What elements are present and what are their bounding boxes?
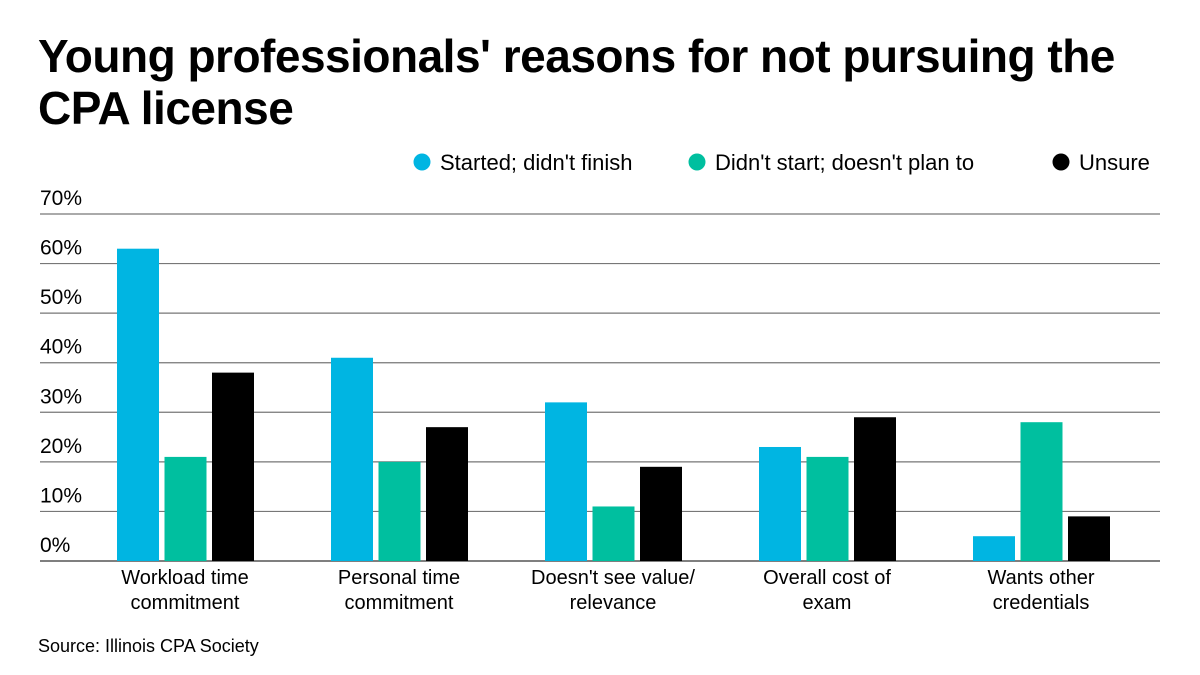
x-tick-label: exam bbox=[803, 592, 852, 614]
x-tick-label: Wants other bbox=[987, 567, 1094, 589]
y-tick-label: 10% bbox=[40, 484, 82, 507]
y-tick-label: 0% bbox=[40, 534, 70, 557]
y-tick-label: 30% bbox=[40, 385, 82, 408]
y-tick-label: 40% bbox=[40, 336, 82, 359]
chart-title: Young professionals' reasons for not pur… bbox=[38, 30, 1115, 134]
x-tick-label: commitment bbox=[345, 592, 454, 614]
bar-2-0 bbox=[212, 372, 254, 561]
x-tick-label: Personal time bbox=[338, 567, 460, 589]
bar-2-2 bbox=[640, 466, 682, 561]
legend-label: Unsure bbox=[1079, 150, 1150, 175]
bar-2-4 bbox=[1068, 516, 1110, 561]
bar-0-4 bbox=[973, 536, 1015, 561]
legend-marker bbox=[413, 153, 431, 171]
legend-marker bbox=[1052, 153, 1070, 171]
x-tick-label: commitment bbox=[131, 592, 240, 614]
bar-2-3 bbox=[854, 417, 896, 561]
y-tick-label: 50% bbox=[40, 286, 82, 309]
bar-2-1 bbox=[426, 427, 468, 561]
y-tick-label: 70% bbox=[40, 187, 82, 210]
bar-0-2 bbox=[545, 402, 587, 561]
legend-label: Didn't start; doesn't plan to bbox=[715, 150, 974, 175]
bar-1-0 bbox=[164, 456, 207, 561]
legend-label: Started; didn't finish bbox=[440, 150, 633, 175]
bar-1-4 bbox=[1020, 422, 1063, 561]
y-tick-label: 60% bbox=[40, 237, 82, 260]
y-tick-label: 20% bbox=[40, 435, 82, 458]
x-tick-label: relevance bbox=[570, 592, 657, 614]
legend-marker bbox=[688, 153, 706, 171]
bar-0-3 bbox=[759, 446, 801, 561]
bar-0-1 bbox=[331, 357, 373, 561]
x-tick-label: Overall cost of bbox=[763, 567, 891, 589]
bar-0-0 bbox=[117, 248, 159, 561]
bar-1-2 bbox=[592, 506, 635, 561]
x-tick-label: Workload time bbox=[121, 567, 248, 589]
bar-1-1 bbox=[378, 461, 421, 561]
x-tick-label: Doesn't see value/ bbox=[531, 567, 695, 589]
source-note: Source: Illinois CPA Society bbox=[38, 636, 259, 656]
x-tick-label: credentials bbox=[993, 592, 1090, 614]
bar-1-3 bbox=[806, 456, 849, 561]
